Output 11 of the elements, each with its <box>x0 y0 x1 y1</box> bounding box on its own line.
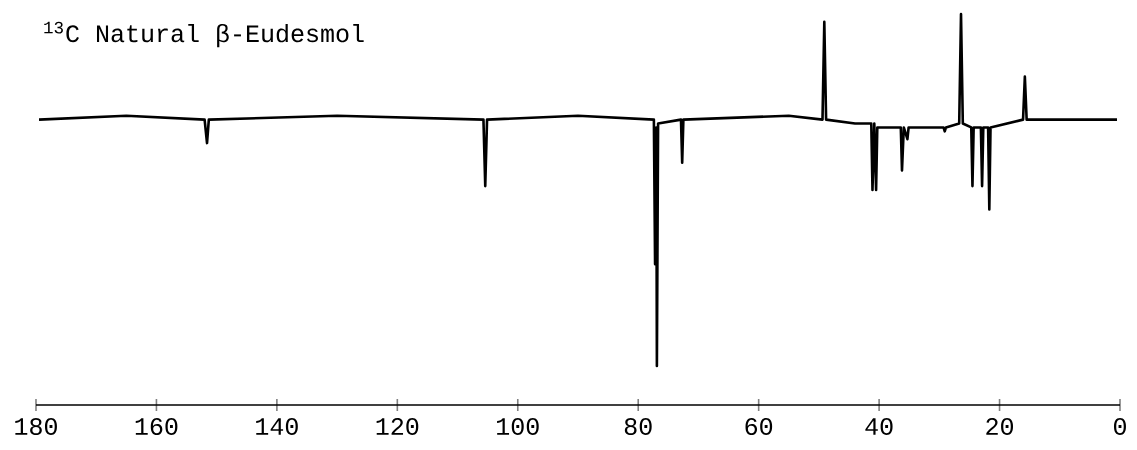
x-tick-label: 40 <box>865 418 893 436</box>
x-tick-label: 0 <box>1114 418 1126 436</box>
x-tick-label: 180 <box>15 418 57 436</box>
x-tick-label: 160 <box>135 418 178 436</box>
x-tick-label: 80 <box>624 418 652 436</box>
x-tick-label: 20 <box>986 418 1014 436</box>
x-tick-label: 60 <box>745 418 773 436</box>
x-tick-label: 120 <box>376 418 419 436</box>
x-tick-label: 140 <box>256 418 298 436</box>
x-tick-label: 100 <box>497 418 539 436</box>
chart-title: $^{13}$C Natural β-Eudesmol <box>44 21 364 48</box>
